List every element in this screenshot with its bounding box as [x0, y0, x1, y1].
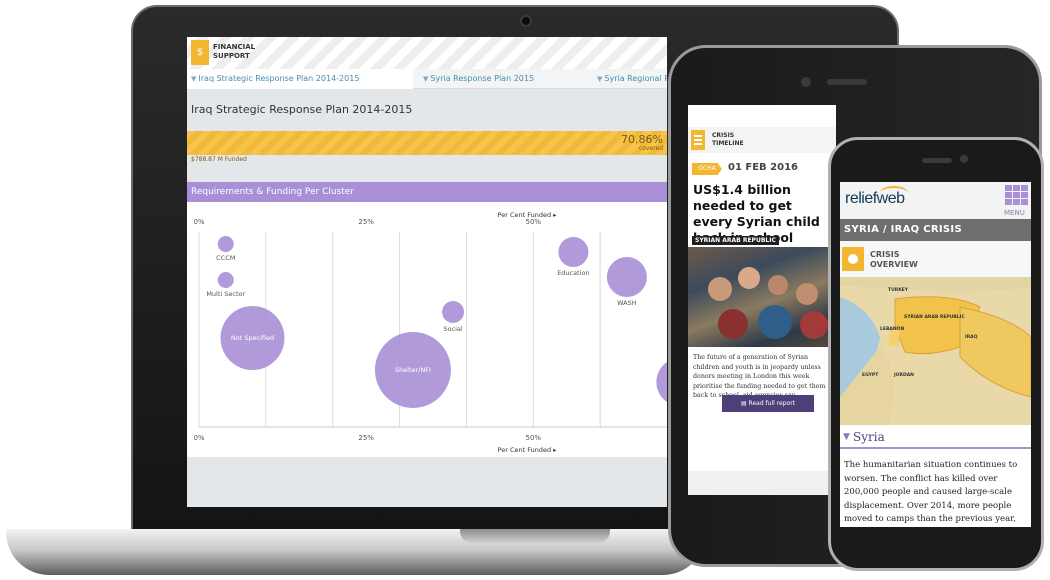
x-tick-label: 0%: [193, 434, 204, 442]
reliefweb-header: reliefweb MENU: [840, 182, 1031, 219]
bubble-label: WASH: [617, 299, 637, 307]
chevron-down-icon: ▼: [191, 75, 197, 83]
map-label-lebanon: LEBANON: [880, 327, 905, 332]
reliefweb-logo[interactable]: reliefweb: [845, 190, 905, 207]
webcam-icon: [520, 15, 532, 27]
map-label-iraq: IRAQ: [965, 335, 978, 340]
syria-section-title: Syria: [853, 430, 885, 444]
read-full-report-button[interactable]: ▤ Read full report: [722, 395, 814, 412]
x-axis-label: Per Cent Funded ▸: [498, 446, 558, 454]
bubble-label: Social: [443, 325, 462, 333]
article-photo: [688, 247, 836, 347]
financial-support-header: $ FINANCIAL SUPPORT: [187, 37, 667, 69]
timeline-icon: [691, 130, 705, 150]
bubble-label: Education: [557, 269, 589, 277]
plan-title: Iraq Strategic Response Plan 2014-2015: [191, 103, 413, 116]
crisis-title-bar: SYRIA / IRAQ CRISIS: [840, 219, 1031, 241]
tab-syria-plan[interactable]: ▼ Syria Response Plan 2015: [423, 74, 535, 83]
bubble-label: Not Specified: [231, 334, 274, 342]
map-svg: [840, 277, 1031, 425]
tablet-footer: [688, 471, 836, 495]
menu-grid-icon[interactable]: [1005, 185, 1029, 207]
cluster-bubble-chart: 0% 0% 25% 25% 50% 50% Per Cent Funded ▸ Per Cen…: [187, 202, 667, 457]
crisis-map[interactable]: TURKEY SYRIAN ARAB REPUBLIC LEBANON IRAQ…: [840, 277, 1031, 425]
chevron-down-icon: ▼: [597, 75, 603, 83]
source-badge: OCHA: [692, 163, 722, 175]
egypt-shape: [840, 347, 894, 425]
syria-body-text: The humanitarian situation continues to …: [844, 460, 1018, 525]
bubble-multi-sector: [217, 272, 234, 288]
funded-amount: $788.87 M Funded: [191, 156, 247, 163]
menu-label[interactable]: MENU: [1004, 209, 1025, 217]
crisis-timeline-title: CRISIS TIMELINE: [712, 132, 744, 147]
bubble-cccm: [217, 236, 234, 252]
date-row: OCHA 01 FEB 2016: [688, 161, 836, 177]
logo-arc-icon: [880, 186, 908, 200]
funding-covered-label: covered: [638, 145, 663, 152]
tablet-speaker: [827, 79, 867, 85]
chevron-down-icon: ▼: [423, 75, 429, 83]
bubble-education: [558, 237, 589, 267]
requirements-heading: Requirements & Funding Per Cluster: [187, 182, 667, 202]
document-icon: ▤: [740, 400, 749, 407]
article-headline[interactable]: US$1.4 billion needed to get every Syria…: [693, 182, 820, 245]
funding-progress-bar: 70.86% covered: [187, 131, 667, 155]
map-label-jordan: JORDAN: [894, 373, 914, 378]
crisis-timeline-header: CRISIS TIMELINE: [688, 127, 836, 153]
sea-shape: [840, 297, 880, 397]
crisis-overview-title: CRISIS OVERVIEW: [870, 250, 918, 269]
tablet-screen: CRISIS TIMELINE OCHA 01 FEB 2016 US$1.4 …: [688, 105, 836, 495]
crisis-overview-header: CRISIS OVERVIEW: [840, 241, 1031, 277]
financial-support-title: FINANCIAL SUPPORT: [213, 43, 256, 60]
phone-screen: reliefweb MENU SYRIA / IRAQ CRISIS CRISI…: [840, 182, 1031, 527]
tablet-camera-icon: [801, 77, 811, 87]
bubble-label: CCCM: [216, 254, 235, 262]
x-tick-label: 50%: [526, 434, 542, 442]
laptop-notch: [460, 529, 610, 543]
bubble-social: [442, 301, 465, 323]
bubble-pro: [656, 362, 667, 402]
bubble-chart-svg: 0%0%25%25%50%50%Per Cent Funded ▸Per Cen…: [193, 211, 667, 454]
money-bag-icon: $: [191, 40, 209, 65]
phone-camera-icon: [960, 155, 968, 163]
tab-syria-regional[interactable]: ▼Syria Regional Re: [597, 74, 667, 83]
turkey-shape: [840, 277, 1031, 292]
x-tick-label: 50%: [526, 218, 542, 226]
article-text: The future of a generation of Syrian chi…: [693, 354, 826, 399]
syria-section-header[interactable]: ▼ Syria: [840, 427, 1031, 449]
sun-icon: [842, 247, 864, 271]
country-tag: SYRIAN ARAB REPUBLIC: [692, 236, 779, 245]
laptop-screen: $ FINANCIAL SUPPORT ▼ Iraq Strategic Resp…: [187, 37, 667, 507]
bubble-label: Multi Sector: [206, 290, 245, 298]
article-date: 01 FEB 2016: [728, 162, 798, 173]
x-tick-label: 25%: [358, 218, 374, 226]
iraq-shape: [959, 306, 1031, 398]
x-tick-label: 0%: [193, 218, 204, 226]
chevron-down-icon: ▼: [843, 432, 850, 442]
map-label-turkey: TURKEY: [888, 288, 909, 293]
phone-speaker: [922, 158, 952, 163]
lebanon-shape: [888, 329, 900, 347]
bubble-wash: [606, 257, 647, 297]
x-axis-label: Per Cent Funded ▸: [498, 211, 558, 219]
x-tick-label: 25%: [358, 434, 374, 442]
bubble-label: Shelter/NFI: [395, 366, 431, 374]
tab-iraq-plan[interactable]: ▼ Iraq Strategic Response Plan 2014-2015: [187, 69, 413, 89]
map-label-syria: SYRIAN ARAB REPUBLIC: [904, 315, 965, 320]
map-label-egypt: EGYPT: [862, 373, 879, 378]
funding-percent: 70.86%: [621, 133, 663, 146]
bubble-not-specified: [220, 306, 285, 370]
plan-tabs: ▼ Iraq Strategic Response Plan 2014-2015 …: [187, 69, 667, 89]
bubble-shelter-nfi: [374, 332, 451, 408]
